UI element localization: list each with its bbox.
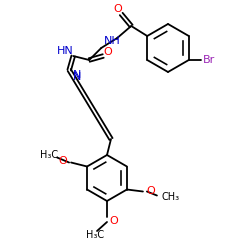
Text: O: O: [104, 47, 112, 57]
Text: O: O: [146, 186, 155, 196]
Text: H₃C: H₃C: [86, 230, 104, 240]
Text: HN: HN: [57, 46, 74, 56]
Text: CH₃: CH₃: [162, 192, 180, 202]
Text: N: N: [73, 70, 82, 80]
Text: NH: NH: [104, 36, 120, 46]
Text: O: O: [58, 156, 67, 166]
Text: O: O: [109, 216, 118, 226]
Text: Br: Br: [203, 55, 215, 65]
Text: H₃C: H₃C: [40, 150, 58, 160]
Text: N: N: [73, 72, 82, 82]
Text: O: O: [114, 4, 122, 14]
